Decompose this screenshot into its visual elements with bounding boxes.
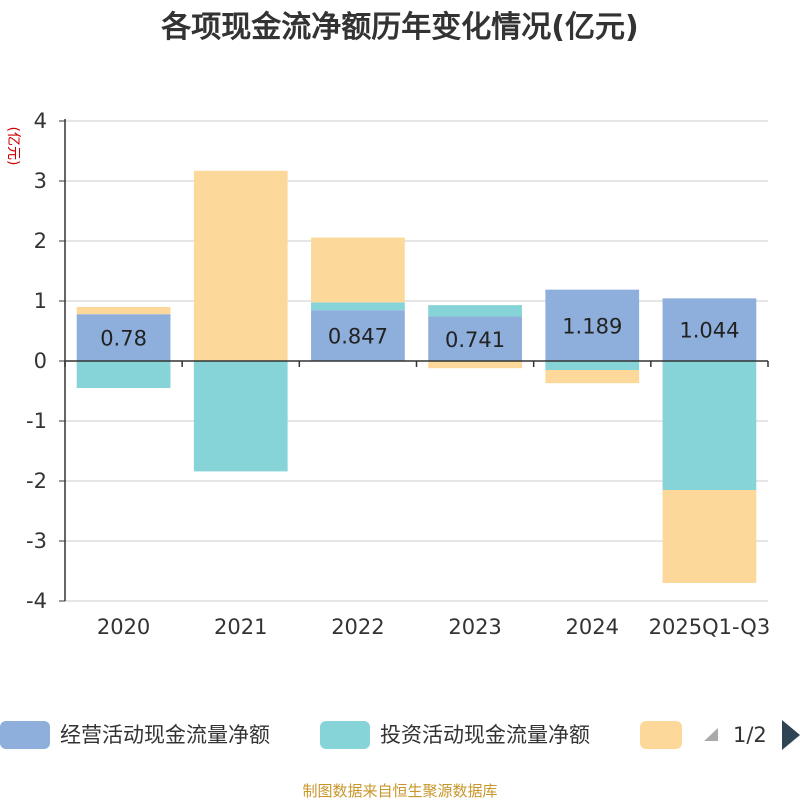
- bar-2022-series-0[interactable]: [311, 310, 405, 361]
- y-tick-label: -3: [26, 529, 47, 553]
- data-label: 1.044: [679, 319, 739, 343]
- bar-2025Q1-Q3-series-1[interactable]: [662, 361, 757, 490]
- y-tick-label: 3: [34, 169, 47, 193]
- x-tick-label: 2020: [97, 615, 150, 639]
- bars: [76, 170, 757, 583]
- data-label: 1.189: [562, 314, 622, 338]
- data-label: 0.741: [445, 328, 505, 352]
- bar-2024-series-1[interactable]: [545, 361, 640, 370]
- data-label: 0.78: [100, 327, 147, 351]
- bar-2024-series-2[interactable]: [545, 370, 640, 384]
- x-tick-label: 2024: [566, 615, 619, 639]
- legend: 经营活动现金流量净额 投资活动现金流量净额 1/2: [0, 720, 800, 750]
- bar-2025Q1-Q3-series-0[interactable]: [662, 298, 757, 361]
- bar-2020-series-1[interactable]: [76, 361, 171, 388]
- data-labels: 0.78 0.847 0.741 1.189 1.044: [100, 314, 739, 351]
- y-tick-label: 4: [34, 109, 47, 133]
- bar-2025Q1-Q3-series-2[interactable]: [662, 490, 757, 583]
- legend-label-operating[interactable]: 经营活动现金流量净额: [60, 723, 270, 747]
- bar-2023-series-1[interactable]: [428, 305, 522, 317]
- legend-swatch-operating[interactable]: [0, 721, 50, 749]
- legend-label-investing[interactable]: 投资活动现金流量净额: [380, 723, 590, 747]
- bar-2022-series-2[interactable]: [311, 237, 405, 303]
- y-axis-unit-label: (亿元): [5, 127, 21, 166]
- grid-lines: [65, 120, 768, 602]
- bar-2020-series-0[interactable]: [76, 314, 171, 361]
- y-tick-label: -4: [26, 589, 47, 613]
- bar-2023-series-2[interactable]: [428, 361, 522, 369]
- x-tick-label: 2023: [448, 615, 501, 639]
- bar-2020-series-2[interactable]: [76, 307, 171, 315]
- x-tick-label: 2025Q1-Q3: [649, 615, 771, 639]
- data-source-note: 制图数据来自恒生聚源数据库: [302, 782, 497, 800]
- legend-page-indicator: 1/2: [733, 723, 767, 747]
- chart-title: 各项现金流净额历年变化情况(亿元): [160, 10, 638, 45]
- legend-next-page-icon[interactable]: [782, 720, 800, 750]
- legend-prev-page-icon[interactable]: [704, 728, 718, 741]
- y-tick-label: -1: [26, 409, 47, 433]
- x-tick-label: 2021: [214, 615, 267, 639]
- bar-2024-series-0[interactable]: [545, 289, 640, 361]
- legend-swatch-financing[interactable]: [640, 721, 682, 749]
- y-tick-label: 1: [34, 289, 47, 313]
- data-label: 0.847: [328, 325, 388, 349]
- x-tick-label: 2022: [331, 615, 384, 639]
- axes: 4 3 2 1 0 -1 -2 -3 -4 2020 2021 2022 2023 2024 2025Q1-…: [26, 109, 770, 639]
- bar-2021-series-2[interactable]: [193, 170, 288, 361]
- bar-2022-series-1[interactable]: [311, 302, 405, 311]
- y-tick-label: 2: [34, 229, 47, 253]
- y-tick-label: -2: [26, 469, 47, 493]
- bar-2021-series-1[interactable]: [193, 361, 288, 472]
- legend-swatch-investing[interactable]: [320, 721, 370, 749]
- y-tick-label: 0: [34, 349, 47, 373]
- bar-2023-series-0[interactable]: [428, 316, 522, 361]
